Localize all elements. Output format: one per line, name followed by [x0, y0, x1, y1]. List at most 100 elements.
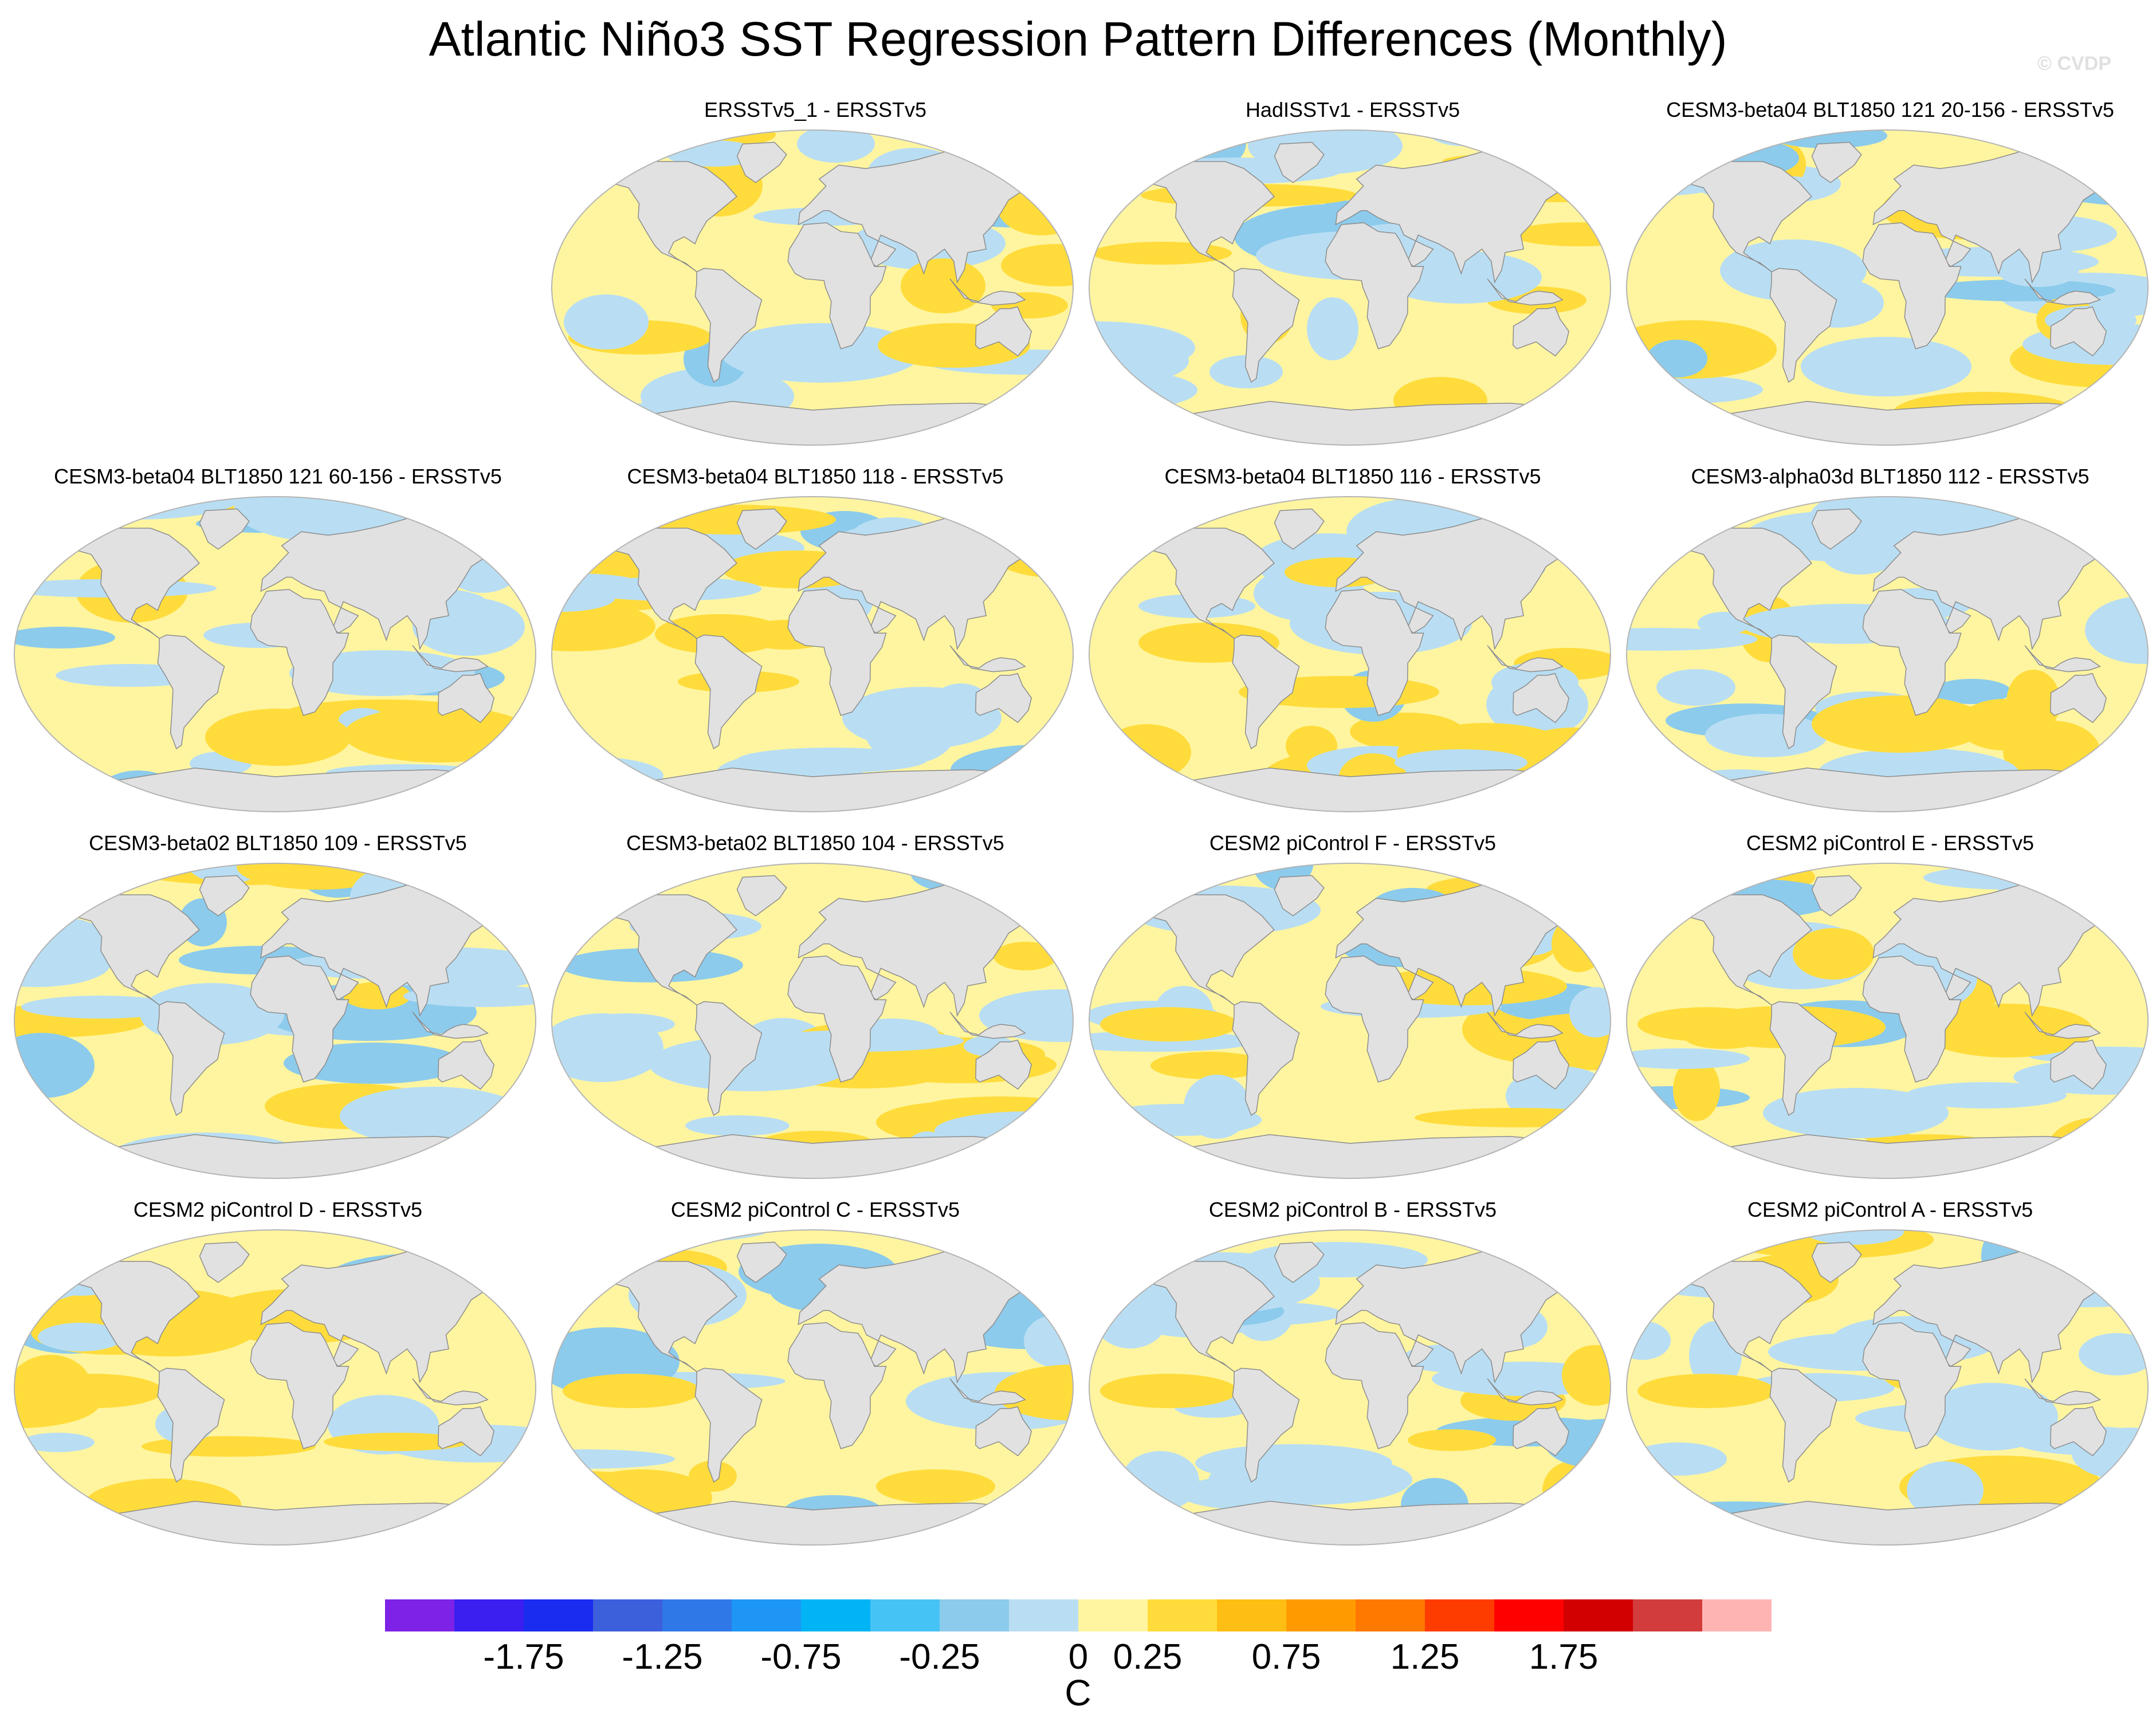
map-panel: CESM3-beta04 BLT1850 118 - ERSSTv5 [549, 464, 1082, 819]
map-panel: CESM2 piControl C - ERSSTv5 [549, 1197, 1082, 1552]
landmass-greenland [736, 508, 787, 550]
anomaly-contour [1627, 628, 1757, 651]
anomaly-contour [993, 942, 1058, 970]
colorbar-tick-label: 0 [1068, 1637, 1089, 1677]
anomaly-contour [496, 1230, 536, 1252]
anomaly-contour [1024, 1314, 1073, 1368]
colorbar-tick-label: 0.75 [1251, 1637, 1321, 1677]
anomaly-contour [21, 1433, 95, 1452]
anomaly-contour [1252, 863, 1314, 890]
anomaly-contour [1763, 1088, 1949, 1138]
landmass-australia [438, 1039, 495, 1090]
anomaly-contour [1100, 1374, 1238, 1409]
landmass-indonesia [2024, 645, 2101, 673]
world-map [1626, 496, 2149, 812]
anomaly-contour [464, 1239, 536, 1278]
colorbar-swatch [1633, 1599, 1702, 1631]
anomaly-contour [901, 258, 985, 313]
colorbar-tick-label: 1.25 [1390, 1637, 1460, 1677]
landmass-greenland [1811, 508, 1862, 550]
colorbar-swatch [1009, 1599, 1078, 1631]
anomaly-contour [14, 939, 111, 987]
anomaly-contour [685, 1115, 790, 1136]
landmass-namerica [1127, 894, 1275, 1006]
landmass-indonesia [949, 278, 1026, 306]
landmass-eurasia [1872, 517, 2130, 651]
anomaly-contour [1627, 1484, 1664, 1503]
colorbar-swatch [593, 1599, 662, 1631]
landmass-indonesia [949, 1012, 1026, 1039]
panel-title: CESM2 piControl A - ERSSTv5 [1747, 1198, 2033, 1221]
colorbar-tick-label: -0.75 [760, 1637, 842, 1677]
landmass-africa [787, 222, 887, 349]
panel-title: CESM2 piControl C - ERSSTv5 [670, 1198, 960, 1221]
colorbar-swatch [1148, 1599, 1217, 1631]
map-panel: ERSSTv5_1 - ERSSTv5 [549, 97, 1082, 453]
anomaly-contour [21, 996, 180, 1019]
landmass-eurasia [260, 883, 518, 1017]
world-map [1626, 1229, 2149, 1546]
panel-title: CESM2 piControl D - ERSSTv5 [133, 1198, 423, 1221]
map-border [551, 863, 1074, 1179]
world-map [551, 863, 1074, 1179]
landmass-africa [250, 589, 349, 716]
anomaly-contour [842, 687, 1002, 749]
colorbar-tick-label: 1.75 [1529, 1637, 1599, 1677]
landmass-samerica [1769, 268, 1837, 383]
map-panel: HadISSTv1 - ERSSTv5 [1086, 97, 1619, 453]
landmass-samerica [1232, 1001, 1300, 1116]
anomaly-contour [475, 782, 521, 812]
landmass-greenland [736, 141, 787, 183]
landmass-greenland [1274, 141, 1325, 183]
world-map [1626, 129, 2149, 446]
anomaly-contour [552, 784, 681, 807]
landmass-eurasia [1335, 517, 1593, 651]
map-border [1626, 863, 2149, 1179]
landmass-samerica [694, 634, 763, 750]
world-map [551, 129, 1074, 446]
landmass-namerica [590, 528, 737, 639]
landmass-eurasia [798, 517, 1055, 651]
anomaly-contour [1121, 497, 1250, 512]
anomaly-contour [1408, 1429, 1496, 1451]
map-border [1089, 129, 1611, 446]
colorbar-tick-label: -1.75 [483, 1637, 564, 1677]
anomaly-contour [1103, 724, 1191, 780]
anomaly-contour [1179, 1476, 1307, 1509]
anomaly-contour [1907, 1461, 1984, 1519]
landmass-eurasia [260, 1250, 518, 1384]
anomaly-contour [360, 796, 536, 812]
landmass-eurasia [260, 517, 518, 651]
anomaly-contour [1001, 244, 1073, 286]
anomaly-contour [649, 1036, 854, 1091]
colorbar-swatch [1356, 1599, 1425, 1631]
panel-title: CESM2 piControl F - ERSSTv5 [1209, 831, 1497, 855]
colorbar-swatch [732, 1599, 801, 1631]
anomaly-contour [2085, 596, 2148, 664]
landmass-greenland [1274, 1241, 1325, 1283]
landmass-indonesia [2024, 1012, 2101, 1039]
landmass-africa [1862, 956, 1962, 1083]
cvdp-watermark: © CVDP [2037, 53, 2111, 74]
map-panel: CESM2 piControl B - ERSSTv5 [1086, 1197, 1619, 1552]
map-panel: CESM3-beta04 BLT1850 121 20-156 - ERSSTv… [1624, 97, 2156, 453]
world-map [1089, 129, 1611, 446]
landmass-australia [438, 1406, 495, 1457]
world-map [1089, 863, 1611, 1179]
anomaly-contour [737, 748, 927, 773]
colorbar-swatch [870, 1599, 940, 1631]
map-panel: CESM2 piControl E - ERSSTv5 [1624, 831, 2156, 1186]
map-panel: CESM3-beta02 BLT1850 109 - ERSSTv5 [11, 831, 544, 1186]
map-border [551, 1229, 1074, 1546]
landmass-australia [2050, 1406, 2107, 1457]
landmass-eurasia [1872, 883, 2130, 1017]
anomaly-contour [721, 323, 921, 383]
landmass-samerica [1769, 634, 1837, 750]
anomaly-contour [876, 1469, 995, 1504]
map-panel: CESM2 piControl F - ERSSTv5 [1086, 831, 1619, 1186]
landmass-indonesia [1487, 1012, 1564, 1039]
panel-title: ERSSTv5_1 - ERSSTv5 [704, 98, 927, 121]
landmass-eurasia [1335, 1250, 1593, 1384]
anomaly-contour [1092, 242, 1232, 265]
landmass-eurasia [798, 1250, 1055, 1384]
